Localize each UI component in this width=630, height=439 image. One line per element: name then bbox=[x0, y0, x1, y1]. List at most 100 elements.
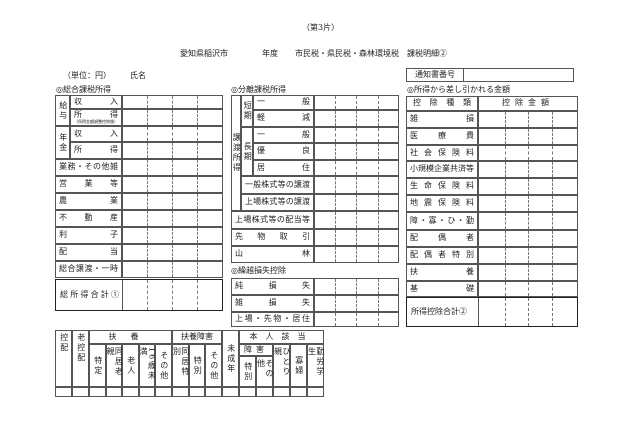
dotted-divider bbox=[172, 194, 173, 209]
amount-field[interactable] bbox=[478, 195, 578, 212]
deduction-total-label: 所得控除合計② bbox=[411, 306, 467, 316]
dotted-divider bbox=[172, 211, 173, 226]
row-salary-income: 所得 （所得金額調整控除後） bbox=[70, 109, 122, 126]
general-income-total: 総所得合計① bbox=[57, 281, 122, 309]
dotted-divider bbox=[147, 143, 148, 158]
support-col: 16歳未満 bbox=[139, 344, 156, 387]
dependent-value-cell[interactable] bbox=[106, 387, 122, 397]
deduction-row: 小規模企業共済等 bbox=[406, 161, 478, 178]
amount-field[interactable] bbox=[122, 227, 223, 244]
amount-field[interactable] bbox=[478, 178, 578, 195]
dependent-value-cell[interactable] bbox=[290, 387, 307, 397]
dependent-value-cell[interactable] bbox=[307, 387, 324, 397]
dependent-value-cell[interactable] bbox=[172, 387, 189, 397]
amount-field[interactable] bbox=[314, 278, 399, 295]
dependent-value-cell[interactable] bbox=[89, 387, 106, 397]
deduction-row: 生命保険料 bbox=[406, 178, 478, 195]
amount-field[interactable] bbox=[314, 95, 399, 110]
amount-field[interactable] bbox=[478, 212, 578, 230]
dotted-divider bbox=[172, 245, 173, 260]
short-term-row: 一般 bbox=[253, 95, 314, 110]
amount-field[interactable] bbox=[314, 160, 399, 176]
amount-field[interactable] bbox=[122, 176, 223, 193]
dotted-divider bbox=[356, 296, 357, 311]
dependent-value-cell[interactable] bbox=[155, 387, 172, 397]
document-title: 課税明細② bbox=[407, 49, 447, 58]
dotted-divider bbox=[552, 231, 553, 246]
self-disabled-col: その他 bbox=[256, 356, 274, 387]
amount-field[interactable] bbox=[314, 246, 399, 263]
amount-field[interactable] bbox=[122, 210, 223, 227]
amount-field[interactable] bbox=[314, 211, 399, 229]
amount-field[interactable] bbox=[478, 145, 578, 161]
self-col: ひとり親 bbox=[273, 344, 291, 387]
notice-number-label-label: 通知書番号 bbox=[415, 69, 455, 79]
amount-field[interactable] bbox=[314, 229, 399, 246]
dotted-divider bbox=[552, 298, 553, 326]
amount-field[interactable] bbox=[122, 142, 223, 159]
notice-number-field[interactable] bbox=[463, 68, 574, 82]
dotted-divider bbox=[356, 212, 357, 228]
dependent-value-cell[interactable] bbox=[139, 387, 155, 397]
amount-field[interactable] bbox=[314, 194, 399, 211]
dotted-divider bbox=[147, 262, 148, 277]
dotted-divider bbox=[172, 96, 173, 108]
general-total-box bbox=[55, 279, 223, 311]
support-col: 特定 bbox=[89, 344, 106, 387]
dotted-divider bbox=[528, 162, 529, 177]
amount-field[interactable] bbox=[122, 126, 223, 142]
separate-income-heading: ◎分離課税所得 bbox=[231, 85, 286, 94]
amount-field[interactable] bbox=[122, 159, 223, 176]
dependent-value-cell[interactable] bbox=[72, 387, 89, 397]
dotted-divider bbox=[505, 112, 506, 127]
amount-field[interactable] bbox=[478, 161, 578, 178]
dependent-value-cell[interactable] bbox=[189, 387, 205, 397]
amount-field[interactable] bbox=[478, 247, 578, 264]
notice-number-label: 通知書番号 bbox=[406, 68, 464, 82]
support-group-label: 扶養 bbox=[108, 331, 153, 341]
self-col-label: ひとり親 bbox=[273, 347, 291, 377]
dotted-divider bbox=[147, 245, 148, 260]
transfer-income-group-label: 譲渡所得 bbox=[232, 133, 242, 173]
amount-field[interactable] bbox=[314, 127, 399, 143]
dotted-divider bbox=[505, 213, 506, 229]
dependent-value-cell[interactable] bbox=[239, 387, 256, 397]
amount-field[interactable] bbox=[122, 244, 223, 261]
deduction-row-label: 地震保険料 bbox=[410, 198, 474, 208]
amount-field[interactable] bbox=[122, 109, 223, 126]
amount-field[interactable] bbox=[314, 176, 399, 194]
dependent-value-cell[interactable] bbox=[205, 387, 222, 397]
dependent-value-cell[interactable] bbox=[222, 387, 239, 397]
amount-field[interactable] bbox=[314, 143, 399, 160]
dotted-divider bbox=[147, 194, 148, 209]
amount-field[interactable] bbox=[478, 264, 578, 281]
dotted-divider bbox=[197, 110, 198, 125]
dotted-divider bbox=[552, 112, 553, 127]
amount-field[interactable] bbox=[478, 128, 578, 145]
amount-field[interactable] bbox=[478, 281, 578, 297]
dotted-divider bbox=[505, 196, 506, 211]
amount-field[interactable] bbox=[122, 95, 223, 109]
dependent-value-cell[interactable] bbox=[256, 387, 273, 397]
self-disabled-group-label: 障害 bbox=[244, 344, 268, 354]
dependent-value-cell[interactable] bbox=[122, 387, 139, 397]
dotted-divider bbox=[505, 179, 506, 194]
amount-field[interactable] bbox=[478, 111, 578, 128]
amount-field[interactable] bbox=[122, 193, 223, 210]
general-income-row-label: 配当 bbox=[59, 247, 118, 257]
dotted-divider bbox=[335, 296, 336, 311]
dotted-divider bbox=[197, 228, 198, 243]
amount-field[interactable] bbox=[122, 261, 223, 278]
general-income-row-label: 農業 bbox=[59, 196, 118, 206]
amount-field[interactable] bbox=[314, 295, 399, 312]
dependent-value-cell[interactable] bbox=[273, 387, 290, 397]
amount-field[interactable] bbox=[478, 230, 578, 247]
short-term-row-label: 一般 bbox=[257, 97, 310, 107]
short-term-group-label: 短期 bbox=[243, 101, 253, 121]
amount-field[interactable] bbox=[314, 110, 399, 127]
deduction-row-label: 生命保険料 bbox=[410, 181, 474, 191]
deduction-row-label: 小規模企業共済等 bbox=[410, 164, 474, 174]
amount-field[interactable] bbox=[314, 312, 399, 327]
disabled-support-col-label: 同居特別 bbox=[172, 347, 190, 377]
dependent-value-cell[interactable] bbox=[55, 387, 72, 397]
